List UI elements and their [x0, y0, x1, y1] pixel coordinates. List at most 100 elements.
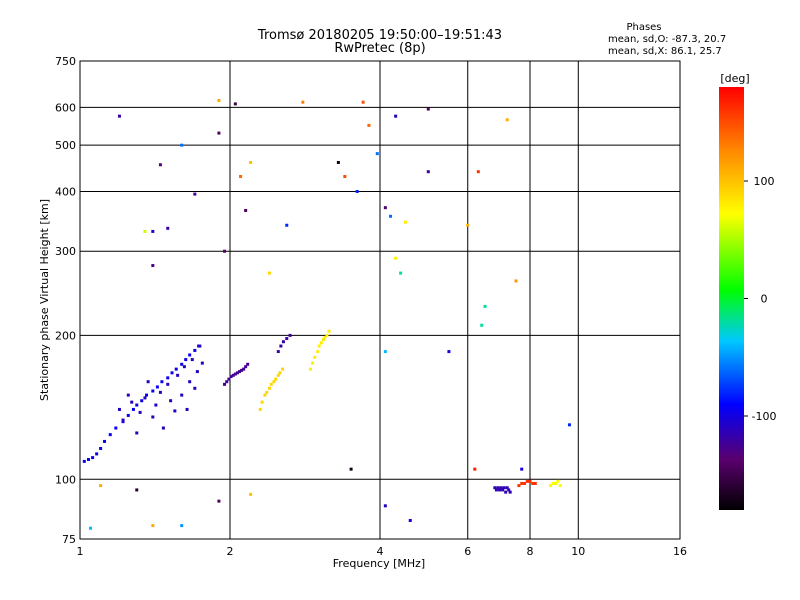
data-point: [138, 410, 142, 414]
data-point: [217, 131, 221, 135]
data-point: [158, 163, 162, 167]
x-tick-label: 8: [527, 545, 534, 558]
data-point: [473, 467, 477, 471]
data-point: [553, 481, 557, 485]
data-point: [281, 367, 285, 371]
data-point: [389, 214, 393, 218]
data-point: [520, 467, 524, 471]
data-point: [336, 160, 340, 164]
data-point: [276, 373, 280, 377]
data-point: [517, 484, 521, 488]
ticks-layer: 1 2 4 6 8 10 16 75 100 200 300 400 500 600 750: [55, 55, 687, 558]
data-point: [151, 229, 155, 233]
data-point: [288, 333, 292, 337]
data-points-layer: [82, 99, 571, 530]
data-point: [231, 373, 235, 377]
data-point: [501, 488, 505, 492]
x-tick-label: 16: [673, 545, 687, 558]
data-point: [117, 114, 121, 118]
data-point: [319, 341, 323, 345]
data-point: [505, 118, 509, 122]
data-point: [121, 420, 125, 424]
data-point: [235, 371, 239, 375]
data-point: [193, 348, 197, 352]
data-point: [551, 481, 555, 485]
data-point: [184, 358, 188, 362]
data-point: [99, 446, 103, 450]
data-point: [190, 358, 194, 362]
data-point: [272, 380, 276, 384]
data-point: [180, 524, 184, 528]
data-point: [114, 426, 118, 430]
y-tick-label: 400: [55, 185, 76, 198]
data-point: [533, 481, 537, 485]
plot-frame: [79, 60, 681, 540]
data-point: [499, 486, 503, 490]
data-point: [426, 170, 430, 174]
data-point: [476, 170, 480, 174]
data-point: [182, 365, 186, 369]
data-point: [151, 524, 155, 528]
data-point: [99, 484, 103, 488]
data-point: [166, 376, 170, 380]
colorbar-tick-label: -100: [752, 410, 777, 423]
data-point: [103, 439, 107, 443]
data-point: [394, 114, 398, 118]
data-point: [193, 386, 197, 390]
data-point: [267, 386, 271, 390]
data-point: [180, 143, 184, 147]
data-point: [244, 365, 248, 369]
data-point: [279, 344, 283, 348]
y-tick-label: 75: [62, 533, 76, 546]
data-point: [549, 484, 553, 488]
data-point: [528, 479, 532, 483]
phases-legend-o: mean, sd,O: -87.3, 20.7: [608, 34, 726, 45]
data-point: [276, 350, 280, 354]
data-point: [135, 403, 139, 407]
x-tick-label: 4: [377, 545, 384, 558]
data-point: [200, 361, 204, 365]
data-point: [325, 333, 329, 337]
data-point: [154, 403, 158, 407]
data-point: [151, 415, 155, 419]
x-tick-label: 6: [464, 545, 471, 558]
y-tick-label: 600: [55, 101, 76, 114]
data-point: [95, 452, 99, 456]
data-point: [249, 160, 253, 164]
data-point: [195, 370, 199, 374]
data-point: [155, 385, 159, 389]
data-point: [249, 492, 253, 496]
grid-layer: [80, 61, 680, 539]
data-point: [502, 486, 506, 490]
phases-legend-title: Phases: [626, 22, 661, 33]
data-point: [233, 102, 237, 106]
data-point: [91, 456, 95, 460]
data-point: [227, 377, 231, 381]
data-point: [121, 418, 125, 422]
data-point: [135, 431, 139, 435]
data-point: [514, 279, 518, 283]
data-point: [285, 337, 289, 341]
colorbar-tick-label: 100: [754, 175, 775, 188]
data-point: [321, 338, 325, 342]
data-point: [180, 393, 184, 397]
y-tick-label: 750: [55, 55, 76, 68]
data-point: [229, 375, 233, 379]
colorbar-tick-label: 0: [761, 293, 768, 306]
data-point: [265, 390, 269, 394]
data-point: [126, 393, 130, 397]
data-point: [117, 407, 121, 411]
data-point: [323, 335, 327, 339]
y-tick-label: 100: [55, 473, 76, 486]
data-point: [504, 490, 508, 494]
data-point: [274, 377, 278, 381]
data-point: [367, 123, 371, 127]
data-point: [403, 220, 407, 224]
data-point: [246, 362, 250, 366]
data-point: [383, 350, 387, 354]
data-point: [269, 382, 273, 386]
data-point: [223, 249, 227, 253]
data-point: [258, 407, 262, 411]
data-point: [260, 400, 264, 404]
data-point: [143, 229, 147, 233]
